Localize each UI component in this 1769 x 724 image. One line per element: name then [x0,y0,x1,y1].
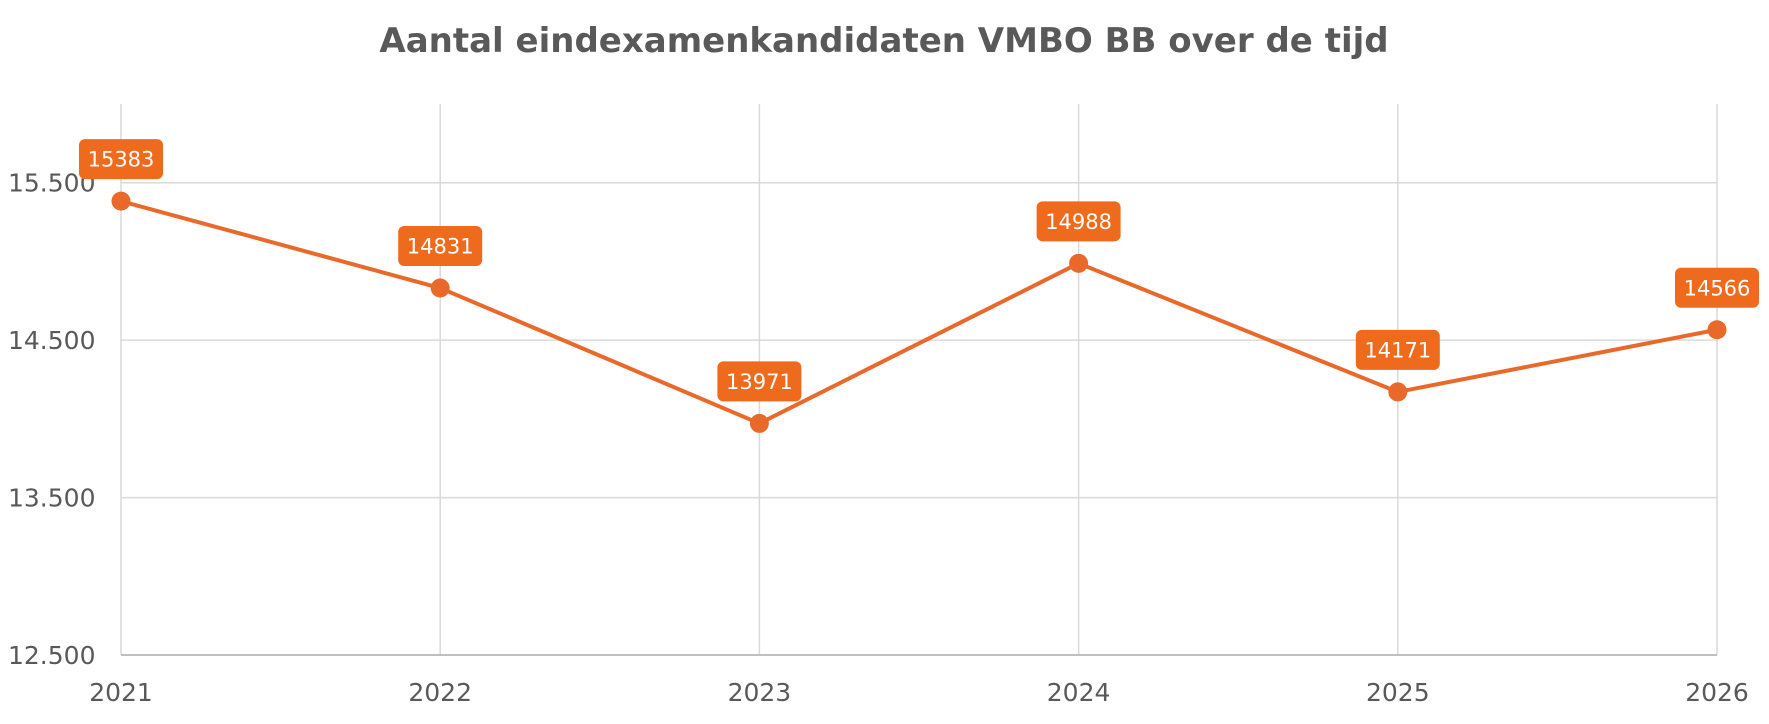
data-label-box [79,139,163,180]
x-tick-label: 2026 [1685,678,1749,707]
data-point [111,191,131,211]
y-tick-label: 12.500 [8,641,95,670]
x-tick-label: 2024 [1047,678,1111,707]
x-tick-label: 2022 [408,678,472,707]
data-label-text: 14566 [1684,276,1751,300]
data-labels: 15383 14831 13971 14988 14171 14566 [79,139,1759,402]
data-point [1707,320,1727,340]
data-point [1388,382,1408,402]
data-label: 14171 [1355,329,1440,370]
series-line-layer [111,191,1727,433]
data-label-text: 14171 [1364,338,1431,362]
data-label: 14831 [398,226,483,267]
data-label-box [1355,329,1440,370]
data-label: 14566 [1675,267,1759,308]
data-point [1069,253,1089,273]
data-label: 15383 [79,139,163,180]
data-point [430,278,450,298]
x-tick-label: 2025 [1366,678,1430,707]
x-tick-label: 2021 [89,678,153,707]
y-tick-label: 13.500 [8,484,95,513]
data-label-box [1036,201,1121,242]
data-label-text: 14831 [407,235,474,259]
data-label-text: 15383 [88,148,155,172]
data-label-box [398,226,483,267]
data-label-box [717,361,802,402]
series-line [120,199,1718,426]
y-tick-label: 14.500 [8,326,95,355]
x-tick-label: 2023 [728,678,792,707]
data-label: 14988 [1036,201,1121,242]
data-label: 13971 [717,361,802,402]
data-label-box [1675,267,1759,308]
chart-title: Aantal eindexamenkandidaten VMBO BB over… [379,21,1388,61]
gridlines [120,104,1718,655]
data-point [749,413,769,433]
data-label-text: 14988 [1045,210,1112,234]
data-label-text: 13971 [726,370,793,394]
